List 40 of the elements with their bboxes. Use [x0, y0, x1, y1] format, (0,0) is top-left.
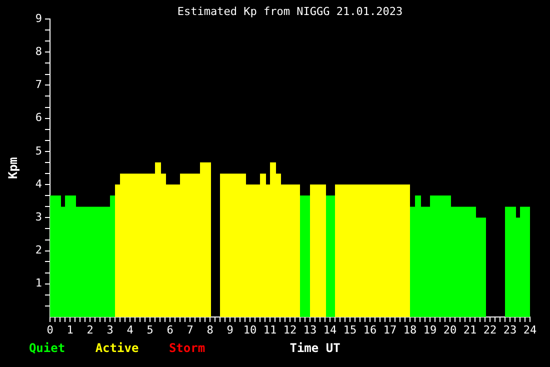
x-axis-title: Time UT [290, 341, 340, 356]
y-tick-label: 6 [35, 111, 42, 124]
x-tick-label: 20 [443, 323, 457, 336]
y-tick-label: 1 [35, 276, 42, 290]
x-tick-label: 5 [146, 323, 154, 336]
x-tick-label: 13 [303, 323, 317, 336]
x-tick-label: 15 [343, 323, 357, 336]
y-tick-label: 4 [35, 177, 42, 190]
x-tick-label: 22 [483, 323, 497, 336]
y-axis-title: Kpm [6, 157, 20, 179]
x-tick-label: 21 [463, 323, 477, 336]
chart-title: Estimated Kp from NIGGG 21.01.2023 [177, 4, 403, 18]
x-tick-label: 12 [283, 323, 297, 336]
x-tick-label: 8 [206, 323, 214, 336]
x-tick-label: 10 [243, 323, 257, 336]
x-tick-label: 17 [383, 323, 397, 336]
x-tick-label: 0 [46, 323, 54, 336]
x-tick-label: 11 [263, 323, 277, 336]
x-tick-label: 7 [186, 323, 194, 336]
y-tick-label: 2 [35, 244, 42, 257]
x-tick-label: 16 [363, 323, 377, 336]
x-tick-label: 14 [323, 323, 337, 336]
y-tick-label: 9 [35, 12, 42, 25]
x-tick-label: 24 [523, 323, 537, 336]
x-tick-label: 23 [503, 323, 517, 336]
x-tick-label: 2 [86, 323, 94, 336]
y-tick-label: 5 [35, 144, 42, 158]
x-tick-label: 18 [403, 323, 417, 336]
x-tick-label: 1 [66, 323, 74, 336]
x-tick-label: 6 [166, 323, 174, 336]
x-tick-label: 9 [226, 323, 234, 336]
y-tick-label: 3 [35, 210, 42, 224]
text: Storm [168, 341, 206, 356]
y-tick-label: 8 [35, 44, 42, 58]
text: Quiet [28, 341, 66, 356]
text: Active [95, 341, 139, 356]
x-tick-label: 19 [423, 323, 437, 336]
y-tick-label: 7 [35, 78, 42, 92]
x-tick-label: 4 [126, 323, 134, 336]
x-tick-label: 3 [106, 323, 114, 336]
